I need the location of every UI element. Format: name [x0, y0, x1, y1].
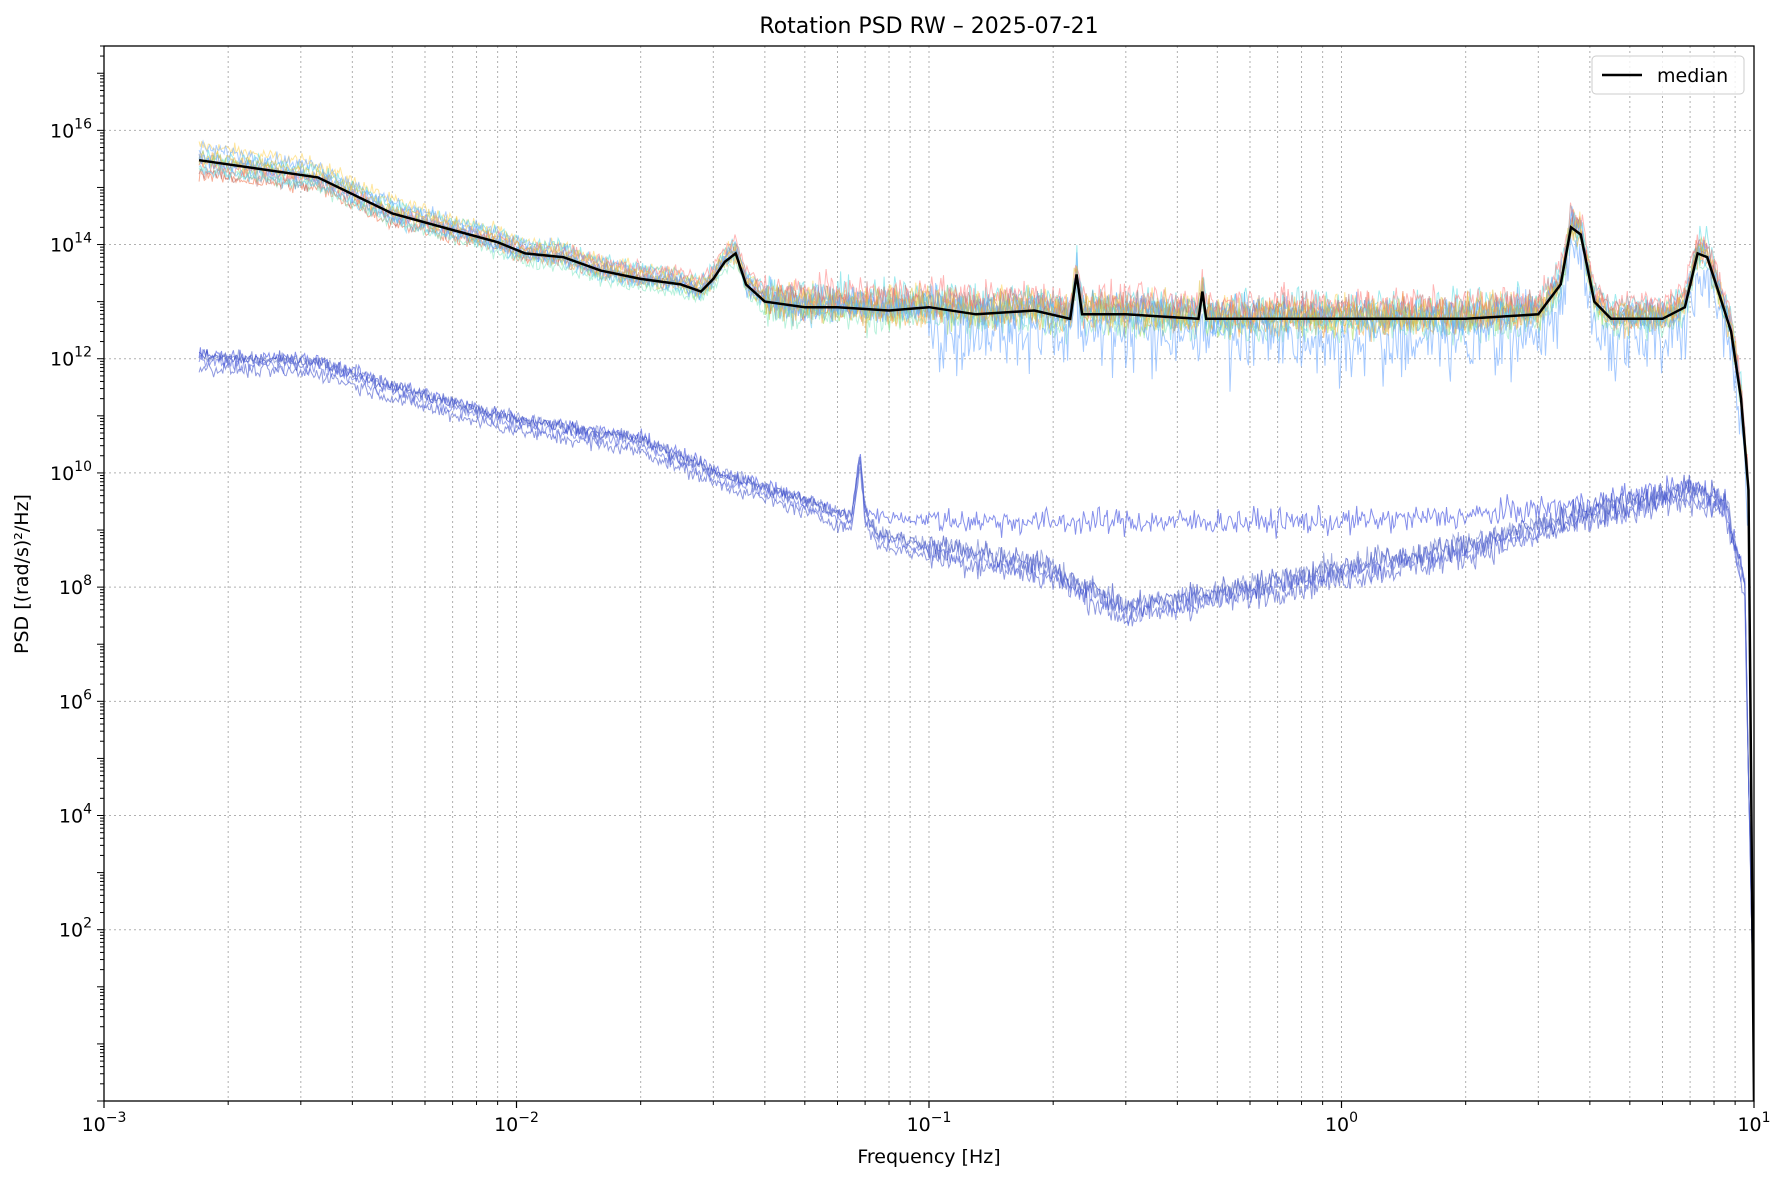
- legend-median-label: median: [1657, 65, 1728, 87]
- y-tick-label: 102: [59, 916, 92, 942]
- grid: [103, 46, 1754, 1101]
- median-line: [198, 158, 1754, 1101]
- chart-title: Rotation PSD RW – 2025-07-21: [759, 14, 1098, 39]
- psd-trace-lower: [198, 361, 1754, 980]
- psd-trace-outlier: [198, 154, 1754, 963]
- x-axis-title: Frequency [Hz]: [857, 1146, 1000, 1168]
- series-layer: [198, 139, 1754, 1101]
- legend: median: [1591, 55, 1745, 95]
- y-tick-label: 1012: [50, 345, 92, 371]
- psd-trace-lower: [198, 349, 1754, 980]
- psd-trace-lower: [198, 347, 1754, 980]
- legend-box: [1591, 55, 1745, 95]
- psd-trace-upper: [198, 160, 1754, 948]
- y-axis-title: PSD [(rad/s)²/Hz]: [11, 494, 33, 654]
